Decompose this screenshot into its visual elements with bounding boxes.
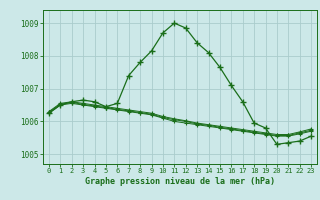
X-axis label: Graphe pression niveau de la mer (hPa): Graphe pression niveau de la mer (hPa) — [85, 177, 275, 186]
